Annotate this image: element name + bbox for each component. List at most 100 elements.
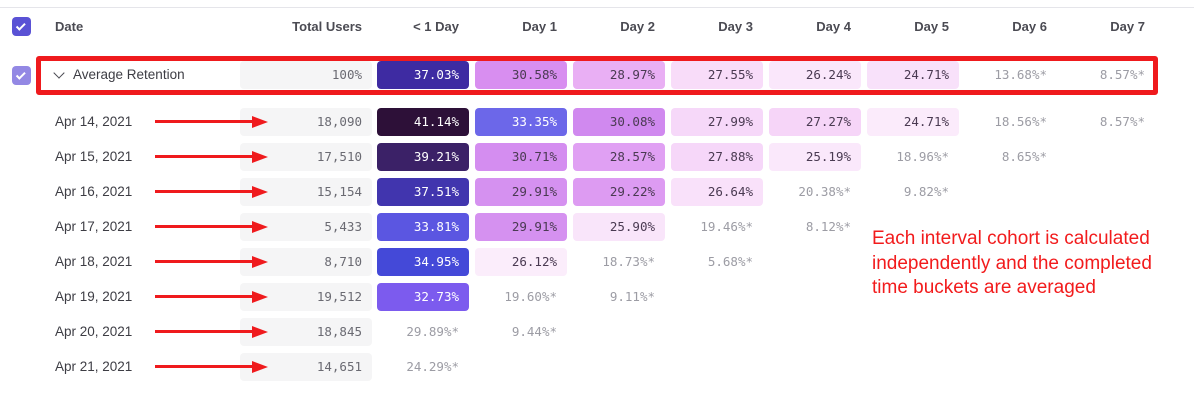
total-users-value: 19,512 [240,282,372,311]
retention-cell[interactable]: 28.57% [573,142,665,171]
table-body: Average Retention 100% 37.03% 30.58% 28.97% 2… [0,44,1194,384]
retention-cell[interactable]: 26.24% [769,60,861,89]
retention-cell[interactable]: 27.88% [671,142,763,171]
retention-cell[interactable]: 29.91% [475,212,567,241]
retention-cell[interactable]: 26.64% [671,177,763,206]
column-header-day-4: Day 4 [816,18,851,34]
annotation-note-text: Each interval cohort is calculated indep… [872,228,1152,298]
retention-cell[interactable]: 34.95% [377,247,469,276]
total-users-value: 8,710 [240,247,372,276]
retention-cell-wrap: 29.89%* [374,318,472,346]
retention-cell-wrap: 30.71% [472,142,570,171]
row-label: Apr 17, 2021 [55,219,133,234]
retention-cell-wrap: 20.38%* [766,178,864,206]
row-label: Apr 19, 2021 [55,289,133,304]
select-all-checkbox[interactable] [12,17,31,36]
total-users-cell-wrap: 17,510 [238,142,374,171]
retention-cell[interactable]: 27.27% [769,107,861,136]
retention-cell[interactable]: 30.58% [475,60,567,89]
column-header-date: Date [55,18,84,34]
column-header-1-day: < 1 Day [413,18,459,34]
retention-cell[interactable]: 28.97% [573,60,665,89]
retention-cell[interactable]: 24.71% [867,107,959,136]
retention-cell[interactable]: 24.71% [867,60,959,89]
retention-cell[interactable]: 37.51% [377,177,469,206]
total-users-value: 14,651 [240,352,372,381]
retention-cell[interactable]: 26.12% [475,247,567,276]
retention-cell-wrap: 24.71% [864,107,962,136]
retention-cell[interactable]: 27.99% [671,107,763,136]
row-label-cell: Apr 19, 2021 [40,289,238,304]
retention-cell[interactable]: 30.08% [573,107,665,136]
retention-cell[interactable]: 27.55% [671,60,763,89]
check-icon [15,69,26,80]
retention-cell-wrap: 33.81% [374,212,472,241]
retention-cell-wrap: 37.51% [374,177,472,206]
retention-cell: 24.29%* [406,358,459,374]
retention-cell-wrap: 26.12% [472,247,570,276]
retention-cell: 18.96%* [896,148,949,164]
retention-cell-wrap: 34.95% [374,247,472,276]
retention-cell[interactable]: 41.14% [377,107,469,136]
retention-cell: 20.38%* [798,183,851,199]
table-row: Apr 16, 2021 15,154 37.51% 29.91% 29.22% 26.6… [0,174,1194,209]
total-users-cell-wrap: 19,512 [238,282,374,311]
retention-cell-wrap: 19.46%* [668,213,766,241]
retention-cell-wrap: 24.29%* [374,353,472,381]
retention-cell: 18.73%* [602,253,655,269]
row-label: Apr 15, 2021 [55,149,133,164]
retention-cell-wrap: 41.14% [374,107,472,136]
retention-cell-wrap: 9.44%* [472,318,570,346]
retention-cell[interactable]: 33.81% [377,212,469,241]
retention-cell-wrap: 26.24% [766,60,864,89]
retention-cell[interactable]: 25.90% [573,212,665,241]
retention-cell[interactable]: 39.21% [377,142,469,171]
row-label: Apr 21, 2021 [55,359,133,374]
total-users-cell-wrap: 5,433 [238,212,374,241]
header-checkbox-cell [0,16,40,36]
table-row: Apr 15, 2021 17,510 39.21% 30.71% 28.57% 27.8… [0,139,1194,174]
retention-cell-wrap: 32.73% [374,282,472,311]
retention-cell: 19.60%* [504,288,557,304]
retention-cell-wrap: 29.22% [570,177,668,206]
retention-cell[interactable]: 29.22% [573,177,665,206]
retention-cell-wrap: 27.88% [668,142,766,171]
chevron-down-icon[interactable] [53,66,65,79]
check-icon [15,20,26,31]
retention-cell-wrap: 25.19% [766,142,864,171]
retention-cell-wrap: 18.96%* [864,143,962,171]
column-header-day-3: Day 3 [718,18,753,34]
table-row: Apr 19, 2021 19,512 32.73% 19.60%* 9.11%* [0,279,1194,314]
retention-cell[interactable]: 29.91% [475,177,567,206]
retention-cell-wrap: 18.56%* [962,108,1060,136]
table-row: Apr 21, 2021 14,651 24.29%* [0,349,1194,384]
retention-cell: 9.82%* [903,183,949,199]
total-users-value: 18,845 [240,317,372,346]
retention-cell: 19.46%* [700,218,753,234]
retention-cell-wrap: 29.91% [472,212,570,241]
retention-cell-wrap: 18.73%* [570,248,668,276]
row-checkbox[interactable] [12,65,31,85]
retention-cell-wrap: 30.08% [570,107,668,136]
retention-cell-wrap: 8.12%* [766,213,864,241]
total-users-value: 17,510 [240,142,372,171]
retention-cell[interactable]: 32.73% [377,282,469,311]
column-header-day-5: Day 5 [914,18,949,34]
retention-cell[interactable]: 33.35% [475,107,567,136]
row-label-cell: Apr 17, 2021 [40,219,238,234]
retention-cell[interactable]: 30.71% [475,142,567,171]
top-divider [0,7,1194,8]
row-label: Average Retention [73,67,185,82]
retention-cell-wrap: 28.57% [570,142,668,171]
retention-cell[interactable]: 25.19% [769,142,861,171]
retention-cell-wrap: 28.97% [570,60,668,89]
row-label-cell: Average Retention [40,66,238,82]
retention-cell-wrap: 30.58% [472,60,570,89]
retention-cell[interactable]: 37.03% [377,60,469,89]
retention-cell-wrap: 9.82%* [864,178,962,206]
retention-cell-wrap: 13.68%* [962,61,1060,89]
row-label: Apr 20, 2021 [55,324,133,339]
retention-cell: 18.56%* [994,113,1047,129]
table-header-row: Date Total Users < 1 Day Day 1 Day 2 Day 3 Day… [0,8,1194,44]
